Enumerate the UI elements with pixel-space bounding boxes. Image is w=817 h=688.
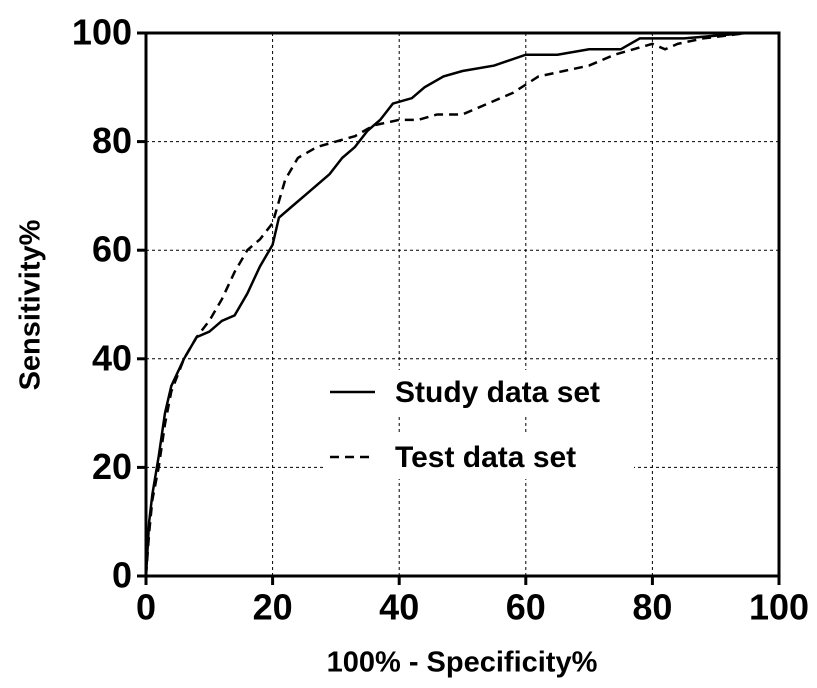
y-tick-label: 0 [112, 555, 132, 596]
y-tick-label: 100 [72, 12, 132, 53]
legend-bg [324, 370, 634, 414]
legend-label: Test data set [395, 441, 576, 474]
x-tick-label: 80 [632, 587, 672, 628]
y-tick-label: 60 [92, 229, 132, 270]
y-tick-label: 80 [92, 120, 132, 161]
y-tick-label: 20 [92, 446, 132, 487]
y-tick-label: 40 [92, 337, 132, 378]
series-line [144, 31, 779, 577]
series-line [144, 31, 779, 577]
x-axis-label: 100% - Specificity% [327, 647, 598, 679]
x-tick-label: 20 [253, 587, 293, 628]
x-tick-label: 100 [749, 587, 809, 628]
x-tick-label: 40 [379, 587, 419, 628]
legend-label: Study data set [395, 376, 600, 409]
x-tick-label: 0 [136, 587, 156, 628]
y-axis-label: Sensitivity% [15, 219, 47, 390]
legend-bg [324, 435, 634, 479]
x-tick-label: 60 [506, 587, 546, 628]
plot-frame [144, 31, 781, 578]
